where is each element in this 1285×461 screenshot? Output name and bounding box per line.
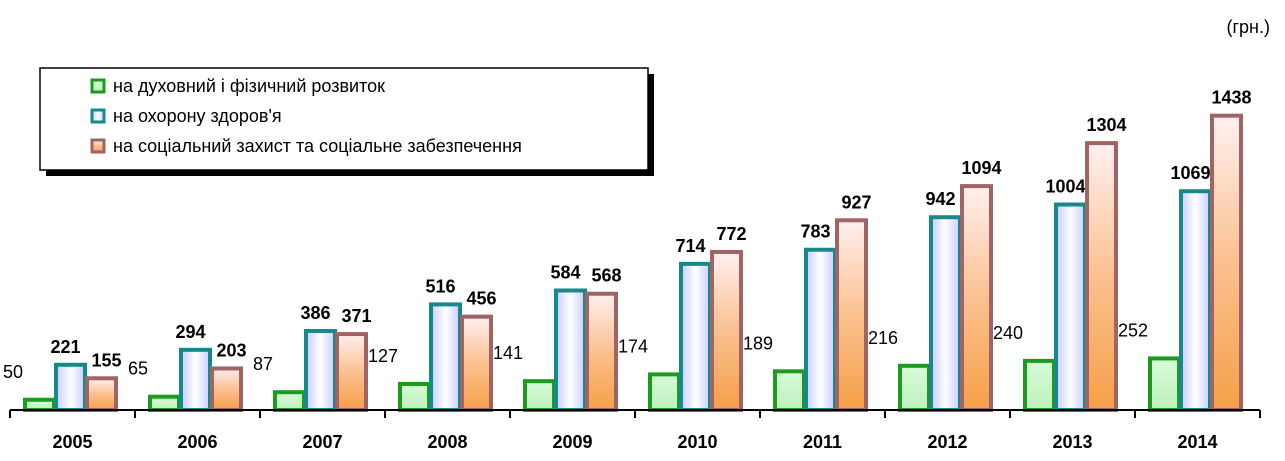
bar (523, 379, 556, 412)
data-label: 216 (868, 328, 898, 348)
legend-box (39, 67, 649, 171)
data-label: 127 (368, 346, 398, 366)
x-tick-label: 2011 (803, 432, 842, 452)
legend-swatch (90, 108, 106, 124)
bar (1085, 141, 1118, 413)
data-label: 942 (925, 189, 955, 209)
x-tick-label: 2005 (52, 432, 92, 452)
data-label: 240 (993, 323, 1023, 343)
data-label: 50 (3, 362, 23, 382)
legend-label: на охорону здоров'я (113, 106, 282, 126)
bar (898, 363, 931, 412)
bar (54, 362, 87, 413)
bar (554, 288, 587, 412)
data-label: 87 (253, 354, 273, 374)
bar (1148, 356, 1181, 413)
bar (1054, 202, 1087, 412)
data-label: 141 (493, 343, 523, 363)
x-tick-label: 2006 (177, 432, 217, 452)
bar (398, 382, 431, 412)
bar (85, 376, 118, 413)
data-label: 568 (591, 266, 621, 286)
data-label: 252 (1118, 320, 1148, 340)
data-label: 386 (300, 303, 330, 323)
data-label: 1069 (1170, 163, 1210, 183)
x-tick-label: 2013 (1052, 432, 1092, 452)
data-label: 927 (841, 192, 871, 212)
bar (960, 184, 993, 412)
bar (1179, 189, 1212, 412)
x-tick-label: 2007 (302, 432, 342, 452)
data-label: 456 (466, 289, 496, 309)
legend: на духовний і фізичний розвиток на охорон… (39, 67, 654, 176)
legend-label: на соціальний захист та соціальне забезп… (113, 136, 522, 156)
data-label: 203 (216, 340, 246, 360)
legend-swatch (90, 78, 106, 94)
data-label: 1304 (1086, 115, 1126, 135)
data-label: 516 (425, 276, 455, 296)
data-label: 1094 (961, 158, 1001, 178)
unit-label: (грн.) (1226, 17, 1270, 37)
bar (273, 390, 306, 412)
data-label: 174 (618, 336, 648, 356)
x-tick-label: 2014 (1177, 432, 1217, 452)
data-label: 1004 (1045, 177, 1085, 197)
bar (210, 366, 243, 412)
data-label: 155 (91, 350, 121, 370)
data-label: 783 (800, 222, 830, 242)
x-tick-label: 2009 (552, 432, 592, 452)
data-label: 714 (675, 236, 705, 256)
data-label: 584 (550, 262, 580, 282)
data-label: 221 (50, 337, 80, 357)
bar (179, 347, 212, 413)
data-label: 1438 (1211, 88, 1251, 108)
bar (835, 218, 868, 412)
bar (429, 302, 462, 412)
x-tick-label: 2008 (427, 432, 467, 452)
bar (679, 261, 712, 413)
data-label: 189 (743, 333, 773, 353)
x-tick-label: 2010 (677, 432, 717, 452)
data-label: 371 (341, 306, 371, 326)
bar (773, 369, 806, 412)
bar (148, 394, 181, 412)
legend-label: на духовний і фізичний розвиток (113, 76, 385, 96)
legend-swatch (90, 138, 106, 154)
bar (335, 332, 368, 412)
bar (804, 247, 837, 412)
bar (23, 397, 56, 412)
data-label: 772 (716, 224, 746, 244)
bar (710, 249, 743, 412)
bar (648, 372, 681, 412)
data-label: 294 (175, 322, 205, 342)
bar (1023, 358, 1056, 413)
bar (304, 328, 337, 412)
bar (460, 314, 493, 412)
bar (1210, 113, 1243, 412)
data-label: 65 (128, 359, 148, 379)
x-tick-label: 2012 (927, 432, 967, 452)
bar (585, 291, 618, 412)
bar (929, 215, 962, 412)
